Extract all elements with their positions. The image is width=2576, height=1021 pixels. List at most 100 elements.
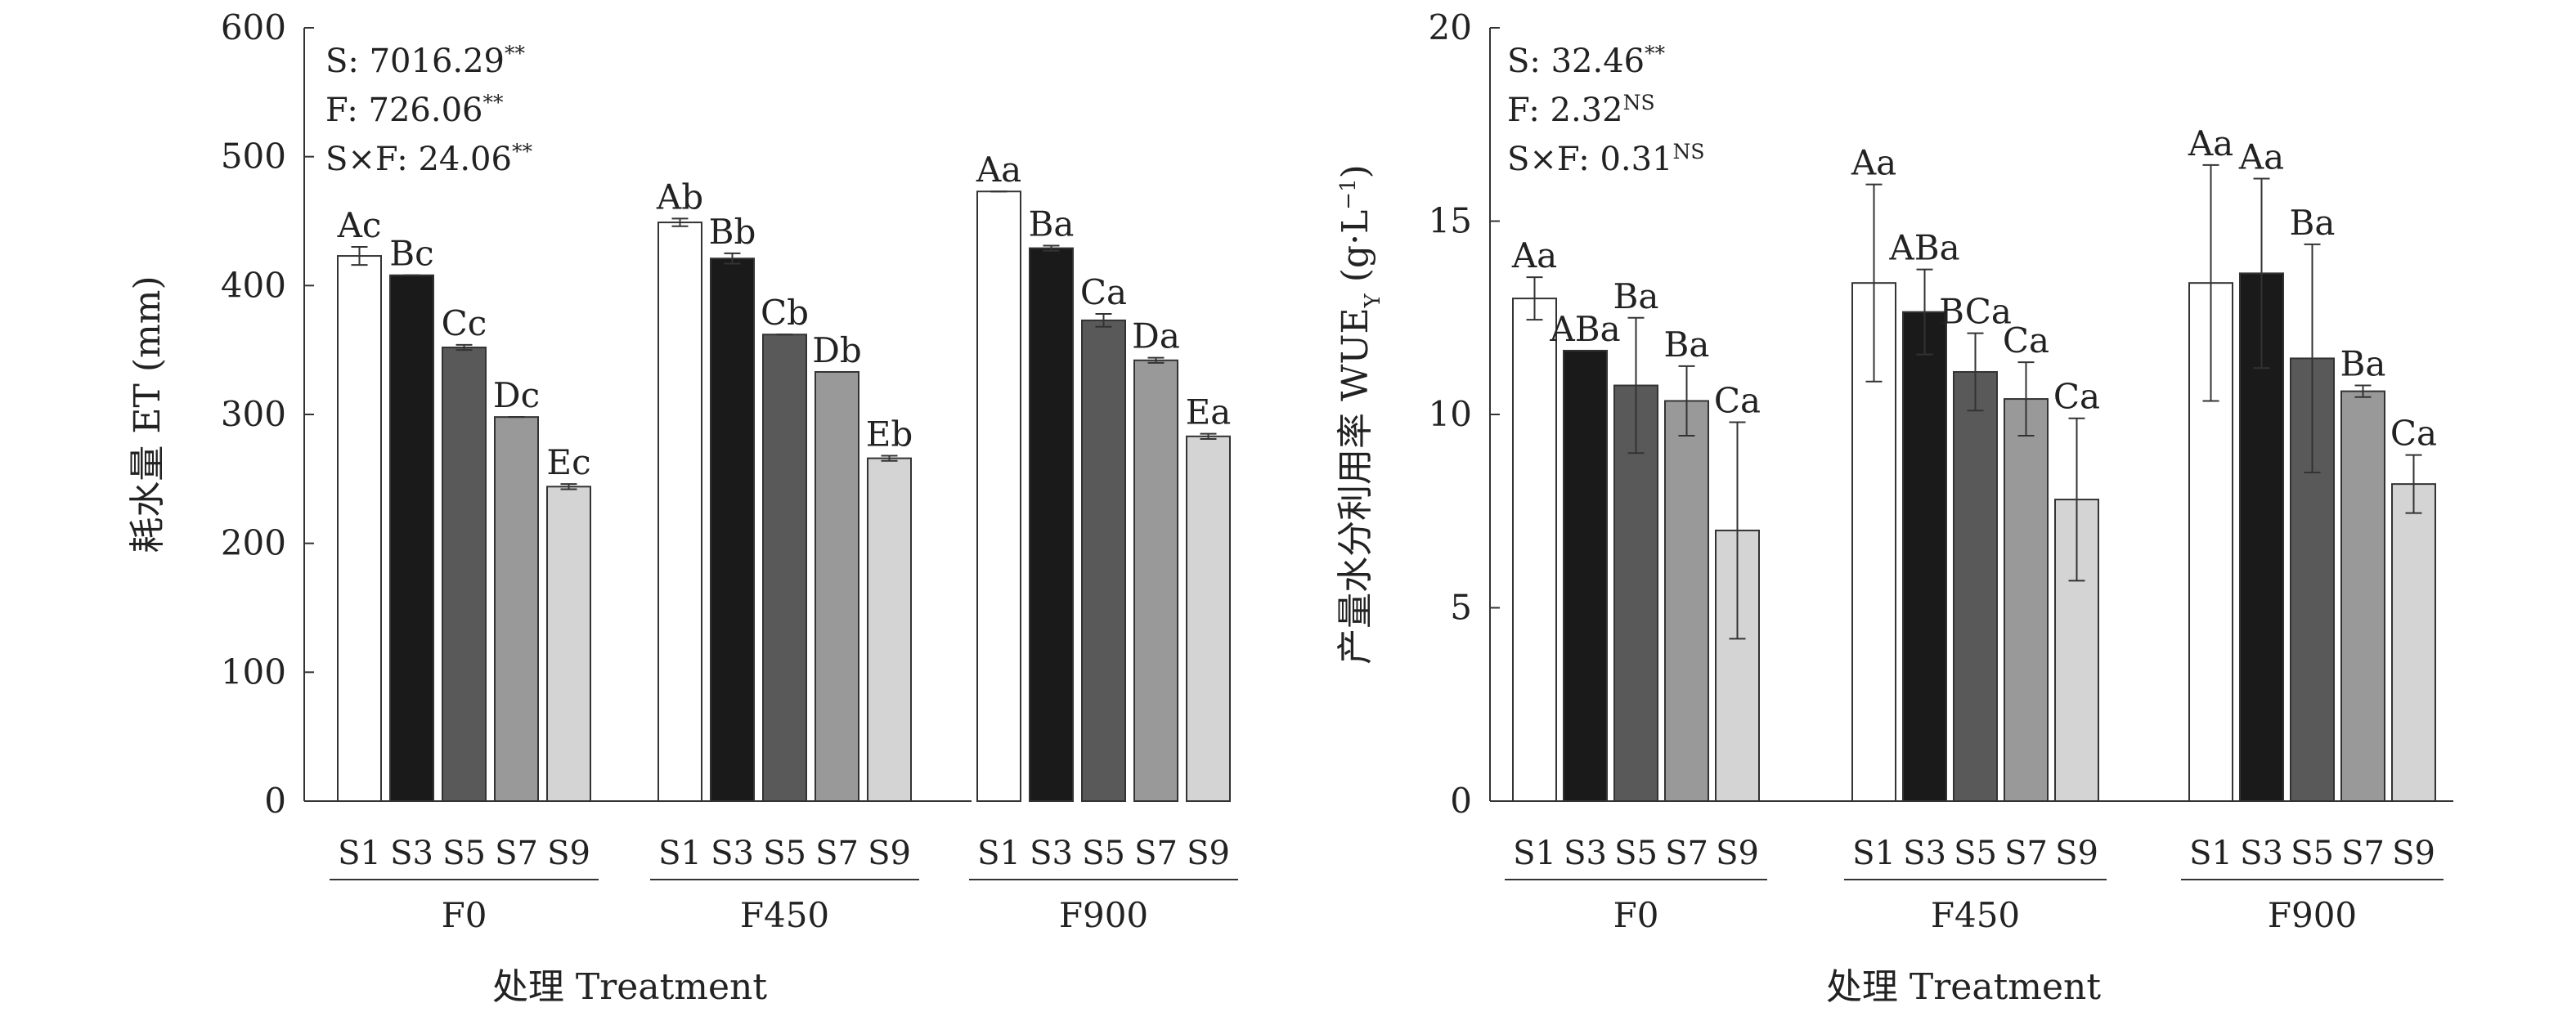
anova-stat-significance: ** [505,42,526,65]
x-tick-label: S1 [1513,835,1556,872]
y-axis-title-unit: (g·L [1335,210,1376,294]
bar-F0-S3 [1563,349,1608,802]
y-tick-label: 0 [1450,781,1472,821]
bar-F450-S9 [867,457,912,803]
significance-label: Ba [1613,276,1659,316]
x-axis-title: 处理 Treatment [1826,966,2101,1008]
bar-F900-S9 [2391,483,2436,802]
significance-label: Ca [2390,414,2437,454]
significance-label: Dc [493,375,540,415]
bar-F0-S5 [442,347,487,803]
anova-stat-significance: NS [1673,140,1705,163]
bar-F450-S5 [1953,370,1998,803]
bar-F0-S1 [1512,298,1557,803]
x-tick-label: S1 [2189,835,2233,872]
bar-F450-S7 [815,370,859,803]
x-tick-label: S5 [1954,835,1997,872]
anova-stat-value: S: 32.46 [1507,43,1645,80]
anova-stat-significance: ** [512,140,533,163]
bar-F450-S5 [762,334,807,803]
x-tick-label: S1 [977,835,1021,872]
y-tick-label: 300 [221,394,286,434]
significance-label: Ca [2053,377,2100,417]
x-tick-label: S3 [711,835,754,872]
significance-label: ABa [1549,309,1620,349]
significance-label: Aa [1511,235,1557,275]
significance-label: Ba [1664,325,1710,365]
anova-stat-value: S: 7016.29 [325,43,505,80]
bar-F900-S9 [1186,435,1231,802]
x-tick-label: S3 [2240,835,2283,872]
bar-F450-S3 [1902,311,1947,802]
anova-stat-significance: ** [482,91,504,114]
x-tick-label: S5 [763,835,806,872]
group-label: F900 [1059,895,1148,935]
significance-label: Ac [337,205,382,245]
anova-stat: F: 726.06** [325,91,504,130]
bar-F900-S1 [976,190,1021,802]
chart-panel-1: 0 100 200 300 400 500 600 耗水量 ET (mm) Ac S1 Bc S3 Cc… [127,7,1238,1008]
anova-stat: S: 7016.29** [325,42,526,81]
significance-label: Ec [546,442,590,482]
significance-label: Cc [442,303,487,343]
x-tick-label: S9 [2055,835,2098,872]
bar-F900-S5 [1081,319,1126,802]
significance-label: Da [1132,316,1180,356]
significance-label: Cb [761,293,809,333]
y-axis-title-text: 产量水分利用率 WUE [1335,307,1376,664]
significance-label: Ba [2340,344,2386,384]
y-tick-label: 600 [221,7,286,47]
x-tick-label: S5 [2291,835,2334,872]
anova-stat: S: 32.46** [1507,42,1666,81]
significance-label: Ca [1080,272,1127,312]
bar-F0-S7 [1664,400,1709,802]
x-tick-label: S9 [547,835,590,872]
x-tick-label: S7 [495,835,538,872]
bar-F0-S3 [389,274,434,803]
bar-F900-S7 [1133,359,1178,802]
y-tick-label: 5 [1450,588,1472,628]
significance-label: Ca [1714,380,1761,420]
anova-stat: S×F: 0.31NS [1507,140,1705,179]
significance-label: ABa [1888,228,1959,268]
bar-F0-S1 [337,255,382,802]
x-tick-label: S9 [2392,835,2435,872]
y-tick-label: 10 [1429,394,1472,434]
x-tick-label: S9 [1187,835,1230,872]
y-tick-label: 20 [1429,7,1472,47]
anova-stat-value: S×F: 0.31 [1507,141,1673,178]
anova-stat-value: F: 2.32 [1507,92,1623,129]
y-tick-label: 100 [221,652,286,692]
significance-label: Ab [656,177,703,217]
bar-F0-S7 [494,416,539,802]
x-tick-label: S3 [390,835,433,872]
x-tick-label: S7 [815,835,859,872]
x-tick-label: S5 [1614,835,1658,872]
y-axis-title: 耗水量 ET (mm) [127,275,168,553]
bar-F0-S9 [546,486,591,802]
significance-label: Db [812,330,862,370]
group-label: F450 [1931,895,2020,935]
x-tick-label: S7 [1134,835,1178,872]
bar-F450-S3 [710,257,755,802]
y-tick-label: 0 [264,781,286,821]
y-axis-title-unit-exponent: −1 [1336,178,1361,209]
x-tick-label: S3 [1030,835,1073,872]
anova-stat: F: 2.32NS [1507,91,1655,130]
bar-F450-S7 [2004,398,2049,802]
x-tick-label: S7 [2341,835,2385,872]
significance-label: Aa [1851,143,1896,183]
anova-stat-value: F: 726.06 [325,92,482,129]
x-axis-title: 处理 Treatment [492,966,767,1008]
y-axis-title-text: 耗水量 ET (mm) [127,275,168,553]
significance-label: Aa [976,150,1021,190]
x-tick-label: S1 [658,835,702,872]
y-tick-label: 200 [221,523,286,563]
group-label: F900 [2268,895,2357,935]
x-tick-label: S1 [338,835,381,872]
chart-panel-2: 0 5 10 15 20 产量水分利用率 WUEY (g·L−1) Aa S1 ABa S3 Ba S… [1335,7,2453,1008]
bar-F900-S3 [1029,247,1074,802]
x-tick-label: S9 [1716,835,1759,872]
